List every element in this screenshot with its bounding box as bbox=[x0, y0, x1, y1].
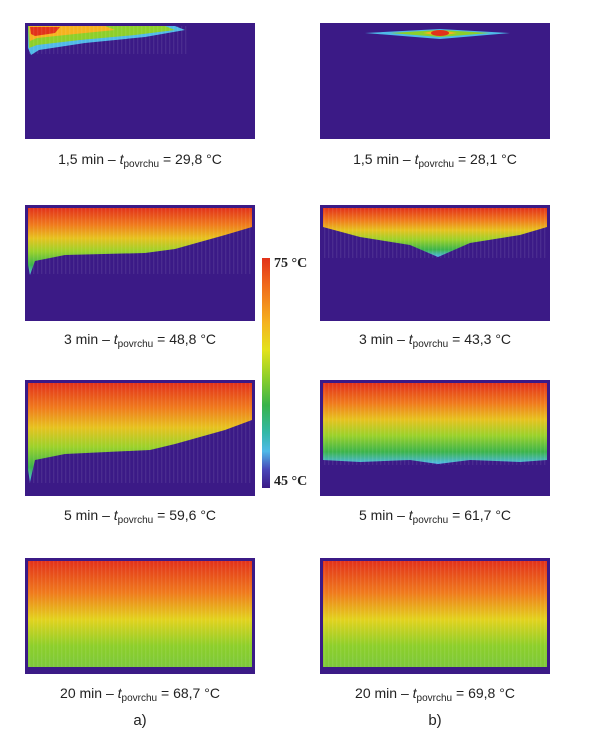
column-label-a: a) bbox=[133, 712, 147, 729]
temperature-scale-bar bbox=[262, 258, 270, 488]
caption-time: 5 min bbox=[358, 507, 394, 523]
caption-a-5min: 5 min – tpovrchu = 59,6 °C bbox=[63, 507, 217, 526]
caption-temperature: 28,1 °C bbox=[470, 151, 517, 167]
caption-temperature: 43,3 °C bbox=[464, 331, 512, 347]
caption-temperature: 59,6 °C bbox=[169, 507, 217, 523]
caption-a-3min: 3 min – tpovrchu = 48,8 °C bbox=[63, 331, 217, 350]
caption-b-5min: 5 min – tpovrchu = 61,7 °C bbox=[358, 507, 512, 526]
caption-time: 3 min bbox=[358, 331, 394, 347]
caption-temperature: 48,8 °C bbox=[169, 331, 217, 347]
thermogram-a-3min bbox=[25, 205, 255, 321]
caption-temperature: 61,7 °C bbox=[464, 507, 512, 523]
caption-b-1-5min: 1,5 min – tpovrchu = 28,1 °C bbox=[353, 151, 517, 170]
thermogram-a-20min bbox=[25, 558, 255, 674]
thermogram-b-20min bbox=[320, 558, 550, 674]
caption-time: 3 min bbox=[63, 331, 99, 347]
caption-time: 1,5 min bbox=[58, 151, 105, 167]
caption-temperature: 29,8 °C bbox=[175, 151, 222, 167]
thermogram-b-3min bbox=[320, 205, 550, 321]
caption-time: 1,5 min bbox=[353, 151, 400, 167]
caption-b-3min: 3 min – tpovrchu = 43,3 °C bbox=[358, 331, 512, 350]
caption-b-20min: 20 min – tpovrchu = 69,8 °C bbox=[355, 685, 515, 704]
scale-max-label: 75 °C bbox=[274, 256, 308, 271]
caption-time: 20 min bbox=[60, 685, 103, 701]
caption-time: 5 min bbox=[63, 507, 99, 523]
caption-a-1-5min: 1,5 min – tpovrchu = 29,8 °C bbox=[58, 151, 222, 170]
thermogram-b-1-5min bbox=[320, 23, 550, 139]
caption-temperature: 69,8 °C bbox=[468, 685, 515, 701]
thermogram-a-5min bbox=[25, 380, 255, 496]
column-label-b: b) bbox=[428, 712, 442, 729]
caption-temperature: 68,7 °C bbox=[173, 685, 220, 701]
thermogram-a-1-5min bbox=[25, 23, 255, 139]
scale-min-label: 45 °C bbox=[274, 474, 308, 489]
thermogram-b-5min bbox=[320, 380, 550, 496]
caption-time: 20 min bbox=[355, 685, 398, 701]
caption-a-20min: 20 min – tpovrchu = 68,7 °C bbox=[60, 685, 220, 704]
